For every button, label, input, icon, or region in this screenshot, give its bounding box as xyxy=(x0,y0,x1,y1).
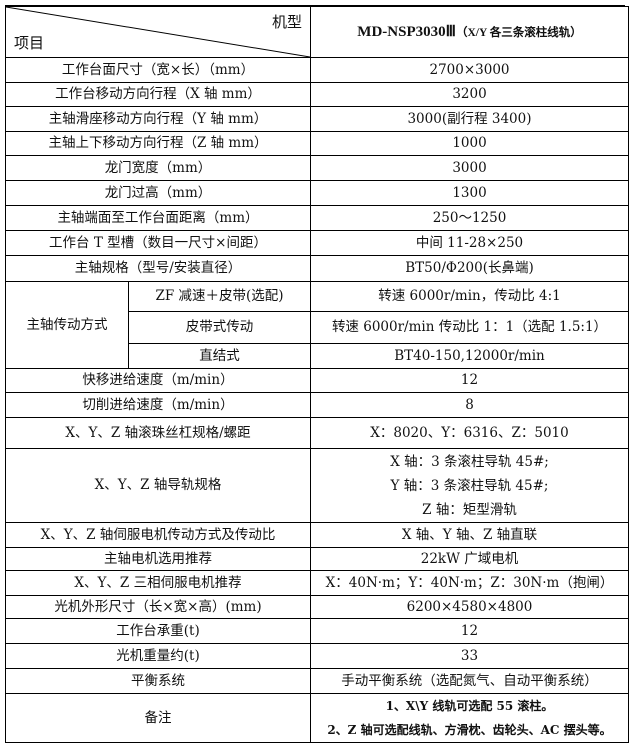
row-label: 主轴规格（型号/安装直径） xyxy=(5,255,311,282)
table-row: X、Y、Z 轴导轨规格 X 轴：3 条滚柱导轨 45#; Y 轴：3 条滚柱导轨 … xyxy=(5,448,629,523)
row-label: 工作台移动方向行程（X 轴 mm） xyxy=(5,82,311,107)
row-label: 龙门过高（mm） xyxy=(5,180,311,206)
table-row: 工作台 T 型槽（数目一尺寸×间距） 中间 11-28×250 xyxy=(5,230,629,256)
table-row: 备注 1、X\Y 线轨可选配 55 滚柱。 2、Z 轴可选配线轨、方滑枕、齿轮头、… xyxy=(5,693,629,743)
row-label: 工作台面尺寸（宽×长）（mm） xyxy=(5,57,311,83)
row-value: 22kW 广域电机 xyxy=(310,547,629,571)
row-label: 主轴上下移动方向行程（Z 轴 mm） xyxy=(5,131,311,156)
table-row: 切削进给速度（m/min） 8 xyxy=(5,392,629,418)
table-row: 工作台面尺寸（宽×长）（mm） 2700×3000 xyxy=(5,57,629,83)
note-line: 1、X\Y 线轨可选配 55 滚柱。 xyxy=(385,699,554,713)
row-value: 250～1250 xyxy=(310,205,629,231)
row-label: 工作台承重(t) xyxy=(5,618,311,644)
row-label: X、Y、Z 轴伺服电机传动方式及传动比 xyxy=(5,522,311,548)
table-row: 直结式 BT40-150,12000r/min xyxy=(6,343,629,369)
row-value: 1300 xyxy=(310,180,629,206)
row-value: 2700×3000 xyxy=(310,57,629,83)
table-row: 光机外形尺寸（长×宽×高）(mm) 6200×4580×4800 xyxy=(5,595,629,619)
drive-sub-label: 直结式 xyxy=(128,343,311,369)
row-value: X 轴、Y 轴、Z 轴直联 xyxy=(310,522,629,548)
row-value: 3200 xyxy=(310,82,629,107)
row-label: 切削进给速度（m/min） xyxy=(5,392,311,418)
table-row: X、Y、Z 轴滚珠丝杠规格/螺距 X：8020、Y：6316、Z：5010 xyxy=(5,417,629,449)
row-value: 12 xyxy=(310,368,629,393)
table-row: 皮带式传动 转速 6000r/min 传动比 1：1（选配 1.5:1） xyxy=(6,311,629,344)
row-label: 主轴滑座移动方向行程（Y 轴 mm） xyxy=(5,106,311,132)
corner-top-label: 机型 xyxy=(271,13,302,31)
notes-value: 1、X\Y 线轨可选配 55 滚柱。 2、Z 轴可选配线轨、方滑枕、齿轮头、AC … xyxy=(310,693,629,743)
table-row: 工作台移动方向行程（X 轴 mm） 3200 xyxy=(5,82,629,107)
row-value: 3000 xyxy=(310,155,629,181)
table-row: X、Y、Z 三相伺服电机推荐 X：40N·m；Y：40N·m；Z：30N·m（抱闸… xyxy=(5,570,629,596)
row-label: 光机外形尺寸（长×宽×高）(mm) xyxy=(5,595,311,619)
row-value: BT50/Φ200(长鼻端) xyxy=(310,255,629,282)
row-value: X：8020、Y：6316、Z：5010 xyxy=(310,417,629,449)
row-value: 3000(副行程 3400) xyxy=(310,106,629,132)
table-row: 光机重量约(t) 33 xyxy=(5,643,629,669)
table-row: 工作台承重(t) 12 xyxy=(5,618,629,644)
row-value: 12 xyxy=(310,618,629,644)
row-label: 平衡系统 xyxy=(5,668,311,694)
row-value: 1000 xyxy=(310,131,629,156)
row-value: 8 xyxy=(310,392,629,418)
table-row: 主轴电机选用推荐 22kW 广域电机 xyxy=(5,547,629,571)
drive-sub-label: 皮带式传动 xyxy=(128,311,311,344)
table-row: 快移进给速度（m/min） 12 xyxy=(5,368,629,393)
rail-line: X 轴：3 条滚柱导轨 45#; xyxy=(390,453,549,470)
row-value: 中间 11-28×250 xyxy=(310,230,629,256)
drive-value: 转速 6000r/min，传动比 4:1 xyxy=(310,281,629,312)
drive-value: 转速 6000r/min 传动比 1：1（选配 1.5:1） xyxy=(310,311,629,344)
row-label: X、Y、Z 三相伺服电机推荐 xyxy=(5,570,311,596)
rail-line: Z 轴：矩型滑轨 xyxy=(422,501,517,518)
row-value: 33 xyxy=(310,643,629,669)
diagonal-line xyxy=(6,7,310,57)
table-row: 龙门过高（mm） 1300 xyxy=(5,180,629,206)
row-value: X：40N·m；Y：40N·m；Z：30N·m（抱闸） xyxy=(310,570,629,596)
corner-cell: 机型 项目 xyxy=(5,6,311,58)
spec-table: 机型 项目 MD-NSP3030Ⅲ（X/Y 各三条滚柱线轨） 工作台面尺寸（宽×… xyxy=(5,6,629,743)
row-value: 6200×4580×4800 xyxy=(310,595,629,619)
note-line: 2、Z 轴可选配线轨、方滑枕、齿轮头、AC 摆头等。 xyxy=(327,723,612,737)
table-row: 主轴端面至工作台面距离（mm） 250～1250 xyxy=(5,205,629,231)
rail-line: Y 轴：3 条滚柱导轨 45#; xyxy=(390,477,549,494)
rail-label: X、Y、Z 轴导轨规格 xyxy=(5,448,311,523)
rail-value: X 轴：3 条滚柱导轨 45#; Y 轴：3 条滚柱导轨 45#; Z 轴：矩型滑轨 xyxy=(310,448,629,523)
table-row: 龙门宽度（mm） 3000 xyxy=(5,155,629,181)
table-row: 主轴传动方式 ZF 减速＋皮带(选配) 转速 6000r/min，传动比 4:1 xyxy=(5,281,629,369)
corner-bottom-label: 项目 xyxy=(14,34,45,53)
row-label: 快移进给速度（m/min） xyxy=(5,368,311,393)
model-name: MD-NSP3030Ⅲ xyxy=(357,23,456,40)
row-label: X、Y、Z 轴滚珠丝杠规格/螺距 xyxy=(5,417,311,449)
model-cell: MD-NSP3030Ⅲ（X/Y 各三条滚柱线轨） xyxy=(310,6,629,58)
header-row: 机型 项目 MD-NSP3030Ⅲ（X/Y 各三条滚柱线轨） xyxy=(5,6,629,58)
row-label: 光机重量约(t) xyxy=(5,643,311,669)
row-label: 工作台 T 型槽（数目一尺寸×间距） xyxy=(5,230,311,256)
table-row: X、Y、Z 轴伺服电机传动方式及传动比 X 轴、Y 轴、Z 轴直联 xyxy=(5,522,629,548)
table-row: 主轴规格（型号/安装直径） BT50/Φ200(长鼻端) xyxy=(5,255,629,282)
table-row: 主轴滑座移动方向行程（Y 轴 mm） 3000(副行程 3400) xyxy=(5,106,629,132)
table-row: 主轴上下移动方向行程（Z 轴 mm） 1000 xyxy=(5,131,629,156)
drive-sub-label: ZF 减速＋皮带(选配) xyxy=(128,281,311,312)
drive-label: 主轴传动方式 xyxy=(5,281,129,369)
row-label: 龙门宽度（mm） xyxy=(5,155,311,181)
table-row: 平衡系统 手动平衡系统（选配氮气、自动平衡系统） xyxy=(5,668,629,694)
model-note: （X/Y 各三条滚柱线轨） xyxy=(455,26,582,39)
row-value: 手动平衡系统（选配氮气、自动平衡系统） xyxy=(310,668,629,694)
notes-label: 备注 xyxy=(5,693,311,743)
drive-value: BT40-150,12000r/min xyxy=(310,343,629,369)
row-label: 主轴电机选用推荐 xyxy=(5,547,311,571)
row-label: 主轴端面至工作台面距离（mm） xyxy=(5,205,311,231)
